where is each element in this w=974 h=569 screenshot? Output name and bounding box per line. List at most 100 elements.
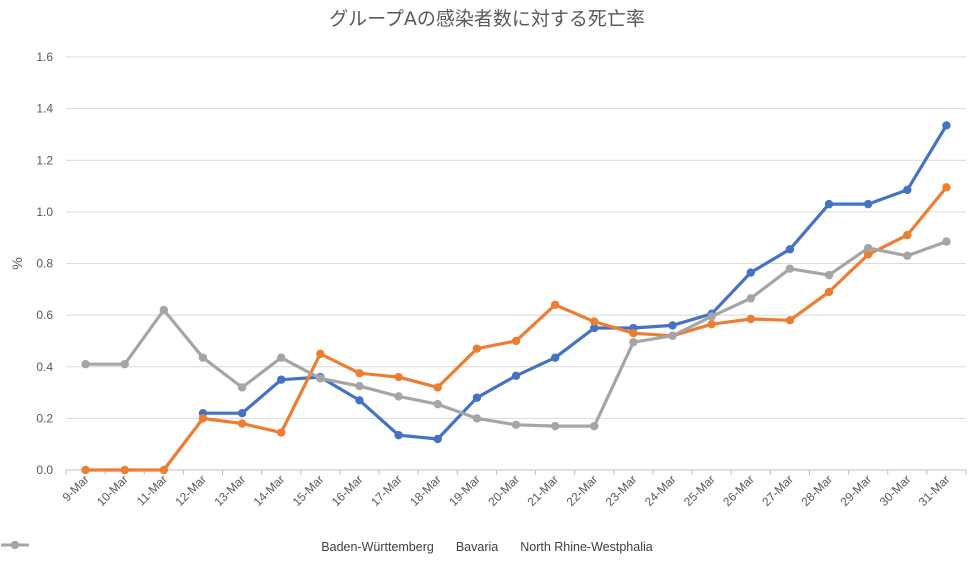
data-point: [316, 374, 325, 383]
data-point: [316, 349, 325, 359]
data-point: [746, 268, 755, 277]
data-point: [237, 383, 247, 392]
y-tick-label: 0.4: [36, 360, 53, 374]
data-point: [590, 317, 599, 326]
series-1: [81, 183, 951, 475]
data-point: [394, 430, 403, 440]
data-point: [746, 314, 755, 324]
data-point: [824, 199, 834, 209]
data-point: [668, 321, 677, 330]
data-point: [81, 359, 90, 369]
data-point: [629, 328, 638, 338]
data-point: [472, 344, 482, 353]
data-point: [903, 251, 912, 260]
data-point: [472, 414, 482, 423]
x-tick-label: 14-Mar: [251, 472, 288, 509]
legend-label: Baden-Württemberg: [321, 540, 434, 554]
x-tick-label: 18-Mar: [407, 472, 444, 509]
x-tick-label: 17-Mar: [368, 472, 405, 509]
legend-item: Bavaria: [1, 540, 499, 554]
legend: Baden-Württemberg Bavaria North Rhine-West…: [0, 540, 974, 554]
data-point: [746, 294, 755, 303]
y-tick-label: 1.2: [36, 153, 53, 167]
x-tick-label: 23-Mar: [603, 472, 640, 509]
data-point: [824, 270, 834, 280]
data-point: [511, 420, 521, 430]
data-point: [707, 312, 716, 321]
legend-label: Bavaria: [455, 540, 499, 554]
x-tick-label: 9-Mar: [60, 472, 92, 504]
y-tick-label: 1.6: [36, 50, 53, 64]
data-point: [511, 336, 521, 346]
data-point: [942, 183, 951, 192]
data-point: [550, 353, 560, 362]
y-tick-label: 0.8: [36, 257, 53, 271]
data-point: [198, 353, 208, 362]
y-tick-label: 0.2: [36, 411, 53, 425]
data-point: [394, 392, 403, 401]
data-point: [277, 428, 286, 437]
data-point: [159, 465, 169, 475]
x-tick-label: 21-Mar: [524, 472, 561, 509]
data-point: [550, 421, 560, 431]
data-point: [120, 359, 129, 369]
x-tick-label: 12-Mar: [172, 472, 209, 509]
data-point: [472, 393, 482, 402]
data-point: [863, 199, 873, 209]
x-tick-label: 13-Mar: [211, 472, 248, 509]
data-point: [903, 230, 912, 240]
data-point: [863, 243, 873, 253]
legend-swatch: [1, 541, 29, 549]
data-point: [277, 375, 286, 384]
data-point: [355, 381, 364, 391]
data-point: [824, 287, 834, 297]
data-point: [237, 409, 247, 418]
y-axis-label: %: [9, 257, 25, 269]
x-tick-label: 31-Mar: [916, 472, 953, 509]
data-point: [629, 338, 638, 347]
chart-title: グループAの感染者数に対する死亡率: [329, 8, 645, 30]
data-point: [433, 383, 442, 392]
data-point: [277, 353, 286, 362]
x-tick-label: 24-Mar: [642, 472, 679, 509]
data-point: [785, 316, 795, 325]
data-point: [198, 414, 208, 423]
x-tick-label: 10-Mar: [94, 472, 131, 509]
data-point: [590, 323, 599, 333]
data-point: [159, 305, 169, 315]
data-point: [120, 465, 129, 475]
series-line: [201, 123, 948, 441]
x-tick-label: 16-Mar: [329, 472, 366, 509]
data-point: [707, 319, 716, 329]
data-point: [433, 399, 442, 409]
y-axis: 0.0 0.2 0.4 0.6 0.8 1.0 1.2 1.4 1.6%: [9, 50, 53, 477]
series-2: [81, 237, 951, 431]
legend-item: North Rhine-Westphalia: [1, 540, 653, 554]
data-point: [903, 185, 912, 195]
x-tick-label: 11-Mar: [134, 472, 170, 508]
data-point: [511, 371, 521, 380]
data-point: [237, 419, 247, 428]
y-tick-label: 0.6: [36, 308, 53, 322]
legend-item: Baden-Württemberg: [1, 540, 434, 554]
data-point: [355, 369, 364, 378]
series-line: [84, 240, 948, 428]
data-point: [863, 250, 873, 259]
data-point: [785, 264, 795, 273]
legend-label: North Rhine-Westphalia: [520, 540, 653, 554]
y-tick-label: 1.0: [36, 205, 53, 219]
data-point: [785, 245, 795, 254]
y-tick-label: 1.4: [36, 102, 53, 116]
data-point: [590, 421, 599, 431]
x-tick-label: 15-Mar: [290, 472, 327, 509]
y-tick-label: 0.0: [36, 463, 53, 477]
data-point: [942, 237, 951, 246]
x-tick-label: 26-Mar: [720, 472, 757, 509]
data-point: [81, 465, 90, 475]
data-point: [550, 300, 560, 309]
x-tick-label: 28-Mar: [798, 472, 835, 509]
x-tick-label: 25-Mar: [681, 472, 718, 509]
data-point: [355, 396, 364, 405]
data-point: [942, 121, 951, 130]
